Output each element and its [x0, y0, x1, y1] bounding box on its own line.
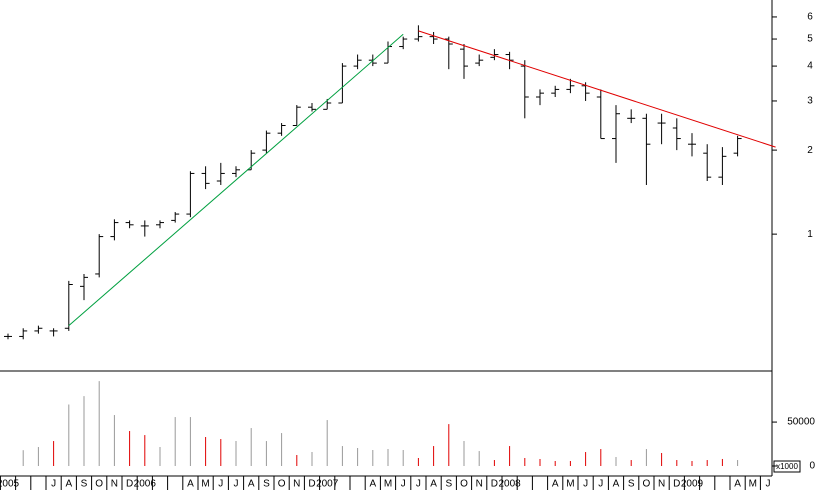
x-tick-label: 2008: [498, 479, 521, 490]
trendline: [68, 33, 404, 327]
x-tick-label: D: [308, 479, 315, 490]
x-tick-label: O: [643, 479, 651, 490]
trendline: [418, 30, 776, 148]
x-tick-label: S: [81, 479, 88, 490]
x-tick-label: D: [491, 479, 498, 490]
x-tick-label: J: [51, 479, 56, 490]
x-tick-label: D: [126, 479, 133, 490]
x-tick-label: S: [628, 479, 635, 490]
x-tick-label: S: [263, 479, 270, 490]
x-tick-label: O: [95, 479, 103, 490]
x-tick-label: O: [278, 479, 286, 490]
x-tick-label: A: [369, 479, 376, 490]
x-tick-label: J: [416, 479, 421, 490]
x-tick-label: M: [749, 479, 757, 490]
x-tick-label: 2007: [316, 479, 339, 490]
x-tick-label: M: [384, 479, 392, 490]
x-tick-label: N: [476, 479, 483, 490]
y-tick-label: 1: [807, 229, 813, 240]
x-tick-label: A: [65, 479, 72, 490]
x-tick-label: J: [766, 479, 771, 490]
volume-unit: x1000: [776, 462, 798, 471]
x-tick-label: M: [201, 479, 209, 490]
volume-tick-label: 50000: [787, 417, 815, 428]
x-tick-label: A: [248, 479, 255, 490]
x-tick-label: A: [734, 479, 741, 490]
x-tick-label: J: [598, 479, 603, 490]
x-tick-label: N: [111, 479, 118, 490]
x-tick-label: A: [613, 479, 620, 490]
x-tick-label: S: [445, 479, 452, 490]
x-tick-label: J: [583, 479, 588, 490]
x-tick-label: A: [187, 479, 194, 490]
x-tick-label: 2009: [681, 479, 704, 490]
x-tick-label: N: [658, 479, 665, 490]
y-tick-label: 3: [807, 96, 813, 107]
volume-tick-label: 0: [809, 461, 815, 472]
x-tick-label: 2005: [0, 479, 20, 490]
x-tick-label: J: [234, 479, 239, 490]
x-tick-label: J: [218, 479, 223, 490]
x-tick-label: A: [430, 479, 437, 490]
x-tick-label: J: [401, 479, 406, 490]
y-tick-label: 5: [807, 34, 813, 45]
x-tick-label: A: [552, 479, 559, 490]
x-tick-label: M: [566, 479, 574, 490]
x-tick-label: 2006: [134, 479, 157, 490]
x-tick-label: N: [293, 479, 300, 490]
y-tick-label: 2: [807, 145, 813, 156]
x-tick-label: D: [673, 479, 680, 490]
y-tick-label: 6: [807, 12, 813, 23]
x-tick-label: O: [460, 479, 468, 490]
y-tick-label: 4: [807, 61, 813, 72]
